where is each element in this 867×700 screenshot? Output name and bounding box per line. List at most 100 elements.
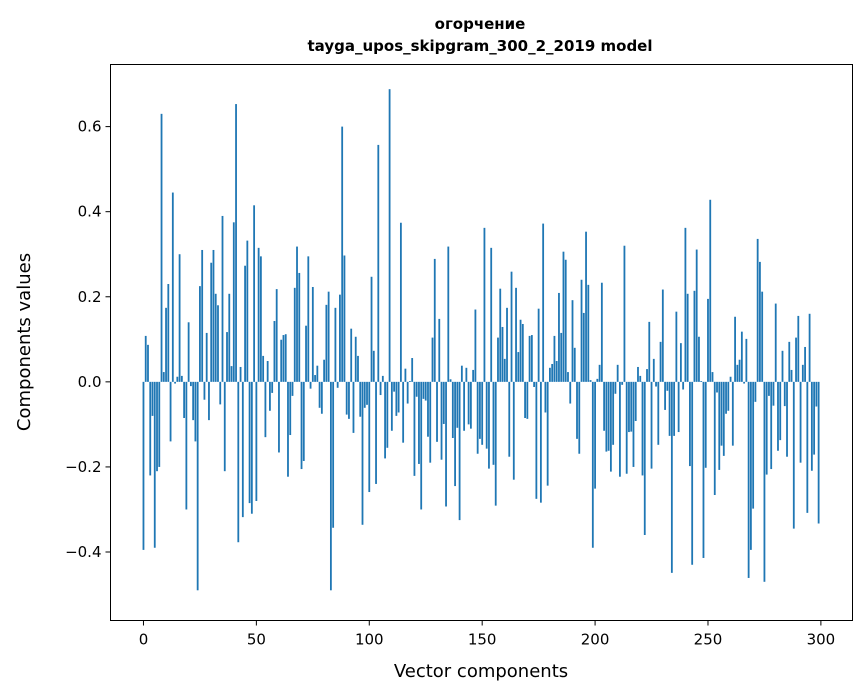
- bar-178: [544, 381, 547, 413]
- bar-228: [657, 381, 660, 445]
- bar-285: [786, 381, 788, 457]
- bar-5: [153, 381, 156, 548]
- bar-42: [237, 381, 240, 543]
- x-axis-ticks: 0 50 100 150 200 250 300: [139, 620, 835, 649]
- bar-75: [311, 286, 314, 382]
- bar-176: [539, 381, 542, 503]
- bar-265: [740, 331, 743, 382]
- bar-209: [614, 381, 617, 394]
- bar-72: [305, 325, 307, 382]
- bar-79: [320, 381, 323, 414]
- bar-60: [278, 381, 280, 453]
- bar-168: [521, 323, 524, 382]
- bar-160: [503, 358, 506, 382]
- bar-128: [431, 337, 434, 382]
- bar-132: [440, 381, 443, 460]
- bar-195: [582, 312, 585, 382]
- bar-138: [454, 381, 456, 487]
- bar-36: [223, 381, 226, 472]
- bar-292: [801, 364, 804, 382]
- bar-39: [230, 366, 233, 382]
- bar-97: [361, 381, 364, 525]
- bar-83: [329, 381, 332, 591]
- bar-255: [718, 381, 721, 470]
- bar-216: [630, 381, 633, 432]
- bar-30: [210, 262, 213, 382]
- bar-18: [183, 381, 186, 419]
- bar-88: [341, 126, 344, 382]
- bar-198: [589, 380, 592, 382]
- bar-171: [528, 335, 531, 382]
- bar-148: [476, 381, 479, 454]
- bar-108: [386, 381, 389, 448]
- bar-215: [628, 381, 630, 433]
- bar-288: [792, 381, 795, 529]
- bar-194: [580, 279, 583, 382]
- bar-43: [239, 366, 242, 382]
- bar-197: [587, 284, 590, 382]
- bar-208: [612, 381, 615, 445]
- bar-161: [506, 307, 508, 382]
- bar-262: [734, 316, 736, 382]
- bar-113: [397, 381, 400, 413]
- bar-58: [273, 321, 276, 382]
- bar-81: [325, 304, 328, 382]
- bars-group: [142, 89, 820, 591]
- bar-272: [756, 238, 759, 382]
- bar-298: [815, 381, 818, 407]
- bar-231: [664, 381, 666, 410]
- bar-201: [596, 378, 599, 382]
- bar-221: [641, 381, 644, 476]
- bar-9: [162, 372, 165, 382]
- bar-109: [388, 89, 391, 382]
- bar-251: [709, 199, 712, 382]
- bar-116: [404, 368, 407, 382]
- bar-249: [704, 381, 707, 468]
- bar-15: [176, 376, 179, 382]
- bar-141: [460, 365, 463, 382]
- bar-46: [246, 240, 249, 382]
- bar-297: [813, 381, 816, 455]
- bar-234: [670, 381, 673, 573]
- bar-34: [219, 381, 222, 405]
- bar-289: [795, 337, 797, 382]
- bar-41: [235, 104, 237, 382]
- bar-10: [165, 307, 167, 382]
- bar-245: [695, 249, 698, 382]
- bar-24: [196, 381, 199, 591]
- bar-115: [402, 381, 405, 443]
- bar-145: [469, 381, 472, 429]
- bar-82: [327, 291, 330, 382]
- bar-103: [375, 381, 377, 484]
- bar-68: [296, 246, 298, 382]
- bar-45: [244, 265, 246, 382]
- bar-284: [783, 381, 786, 407]
- bar-80: [323, 359, 326, 382]
- bar-126: [427, 381, 429, 437]
- bar-21: [189, 381, 192, 387]
- bar-173: [533, 381, 536, 387]
- bar-3: [149, 381, 152, 476]
- plot-frame: [110, 64, 853, 621]
- bar-157: [497, 337, 499, 382]
- bar-295: [808, 313, 811, 382]
- x-tick-label: 150: [468, 631, 497, 649]
- bar-279: [772, 381, 775, 406]
- bar-174: [535, 381, 538, 499]
- bar-71: [302, 381, 305, 461]
- bar-48: [250, 381, 253, 514]
- bar-104: [377, 144, 380, 382]
- bar-211: [619, 381, 621, 477]
- bar-77: [316, 365, 319, 382]
- bar-241: [686, 293, 689, 382]
- bar-65: [289, 381, 292, 436]
- bar-98: [363, 381, 366, 408]
- bar-206: [607, 381, 610, 451]
- bar-102: [372, 350, 375, 382]
- bar-164: [512, 381, 515, 480]
- bar-169: [524, 381, 526, 419]
- bar-16: [178, 254, 181, 382]
- bar-135: [447, 246, 450, 382]
- bar-123: [420, 381, 423, 510]
- bar-35: [221, 215, 224, 382]
